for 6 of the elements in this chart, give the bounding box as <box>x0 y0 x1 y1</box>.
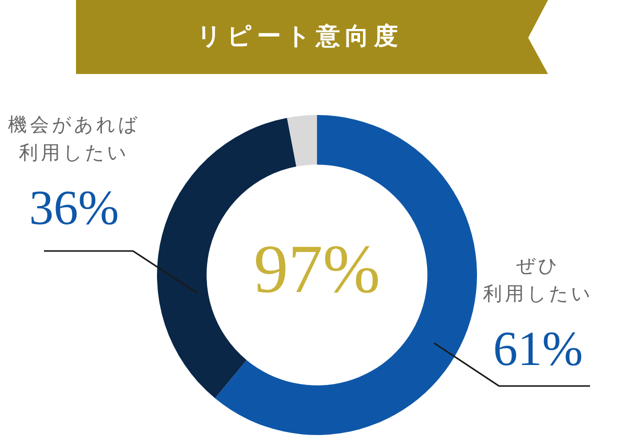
text: 97% <box>252 231 382 307</box>
chart-title: リピート意向度 <box>196 21 404 52</box>
slice-label: ぜひ利用したい <box>483 254 593 307</box>
data-label: 61% <box>493 321 583 376</box>
data-label: 36% <box>29 180 119 235</box>
slice-label: 機会があれば利用したい <box>8 113 140 166</box>
